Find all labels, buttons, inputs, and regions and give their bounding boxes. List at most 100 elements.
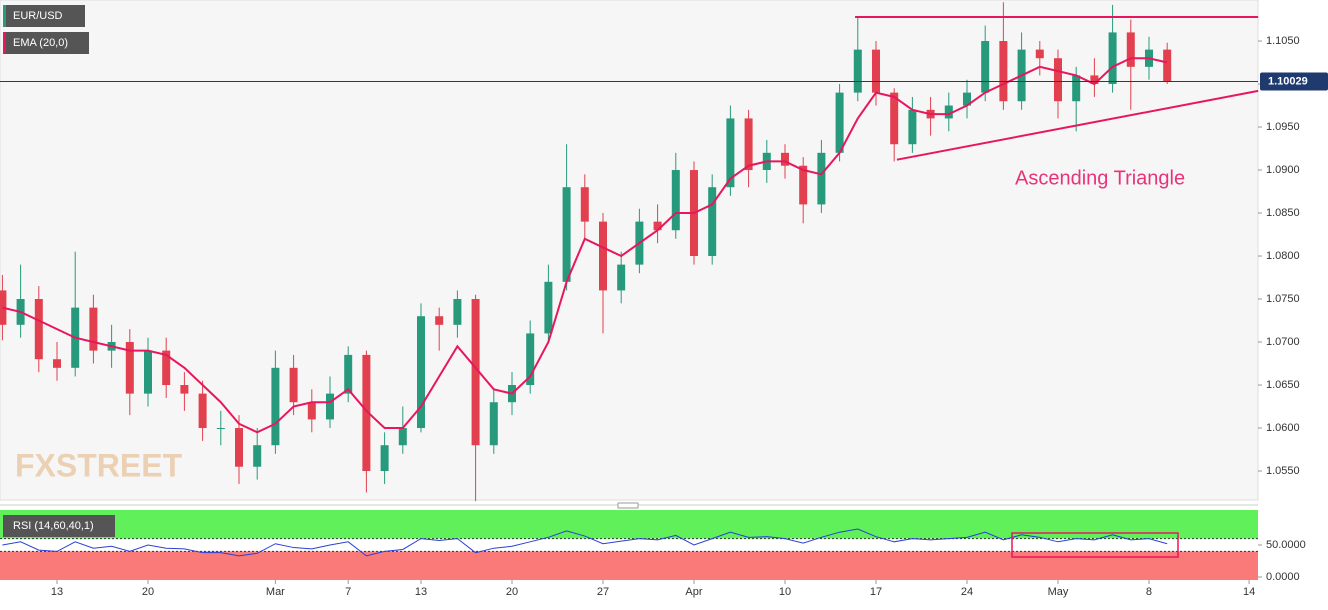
candle-body [416,316,425,429]
candle-body [180,385,189,394]
candle-body [853,49,862,93]
candle-body [53,359,62,368]
y-tick-label: 1.0550 [1266,465,1300,477]
candle-body [325,393,334,420]
candle-body [253,445,262,467]
legend-box [3,515,115,537]
candle-body [908,109,917,145]
legend-swatch [3,32,6,54]
x-tick-label: Apr [685,586,702,598]
x-tick-label: 17 [870,586,882,598]
x-tick-label: 10 [779,586,791,598]
candle-body [671,170,680,231]
candle-body [817,152,826,205]
y-tick-label: 1.0950 [1266,121,1300,133]
y-tick-label: 1.0650 [1266,379,1300,391]
annotation: Ascending Triangle [1015,167,1185,189]
candle-body [1072,75,1081,102]
y-tick-label: 1.0600 [1266,422,1300,434]
candle-body [890,92,899,145]
last-price-label: 1.10029 [1268,75,1308,87]
candle-body [799,165,808,205]
x-tick-label: 27 [597,586,609,598]
legend-entry: RSI (14,60,40,1) [13,520,94,532]
x-tick-label: 20 [506,586,518,598]
last-price-box [1260,72,1328,91]
trend-line [896,89,1259,161]
candle-body [125,342,134,394]
candle-body [489,402,498,446]
candle-body [1053,58,1062,102]
symbol-label: EUR/USD [13,10,63,22]
candle-body [981,41,990,93]
candle-body [526,333,535,386]
x-tick-label: 14 [1243,586,1255,598]
candle-body [962,92,971,106]
y-tick-label: 1.0850 [1266,207,1300,219]
ema-line [2,57,1168,434]
candle-body [871,49,880,93]
candle-body [307,402,316,420]
candle-body [744,118,753,171]
candle-body [89,307,98,351]
candle-body [1035,49,1044,59]
candle-body [144,350,152,394]
legend-box [3,32,89,54]
candle-body [580,187,589,222]
candle-body [562,187,571,282]
y-tick-label: 1.0750 [1266,293,1300,305]
plot: 1.0550 1.0600 1.0650 1.0700 1.0750 1.0800 1.08… [0,2,1328,598]
candle-body [453,299,462,325]
candle-body [1090,75,1099,85]
candle-body [1163,49,1172,82]
legend-swatch [3,5,6,27]
x-tick-label: 13 [51,586,63,598]
candle-body [726,118,735,188]
candle-body [1126,32,1135,67]
y-tick-label: 0.0000 [1266,571,1300,583]
legend-entry: EMA (20,0) [13,37,68,49]
x-tick-label: 24 [961,586,973,598]
candle-body [617,264,626,291]
x-tick-label: 20 [142,586,154,598]
watermark: FXSTREET [15,447,183,483]
pane-handle[interactable] [617,502,639,509]
candle-body [34,299,43,360]
overbought-zone [0,510,1258,539]
candle-body [380,445,389,472]
y-tick-label: 1.0900 [1266,164,1300,176]
x-tick-label: 8 [1146,586,1152,598]
x-tick-label: Mar [266,586,285,598]
x-tick-label: 13 [415,586,427,598]
candle-body [216,428,225,430]
candle-body [471,299,480,446]
candle-body [289,367,298,403]
y-tick-label: 1.0700 [1266,336,1300,348]
rsi-line [2,528,1168,557]
candle-body [780,152,789,166]
candle-body [162,350,171,386]
highlight-box [1011,532,1179,558]
rsi-pane [0,510,1258,580]
candle-body [1108,32,1117,85]
candle-body [708,187,717,257]
x-tick-label: 7 [345,586,351,598]
oversold-zone [0,551,1258,580]
candle-body [653,221,662,231]
candle-body [944,105,953,119]
x-tick-label: May [1048,586,1069,598]
candle-body [435,316,444,325]
y-tick-label: 50.0000 [1266,539,1306,551]
candle-body [198,393,207,429]
candle-body [999,41,1008,102]
legend-box [3,5,85,27]
candle-body [344,354,353,394]
candle-body [544,281,553,334]
candle-body [598,221,607,291]
candle-body [271,367,280,446]
candle-body [398,428,407,446]
candle-body [234,428,243,467]
candle-body [835,92,844,153]
y-tick-label: 1.1050 [1266,35,1300,47]
